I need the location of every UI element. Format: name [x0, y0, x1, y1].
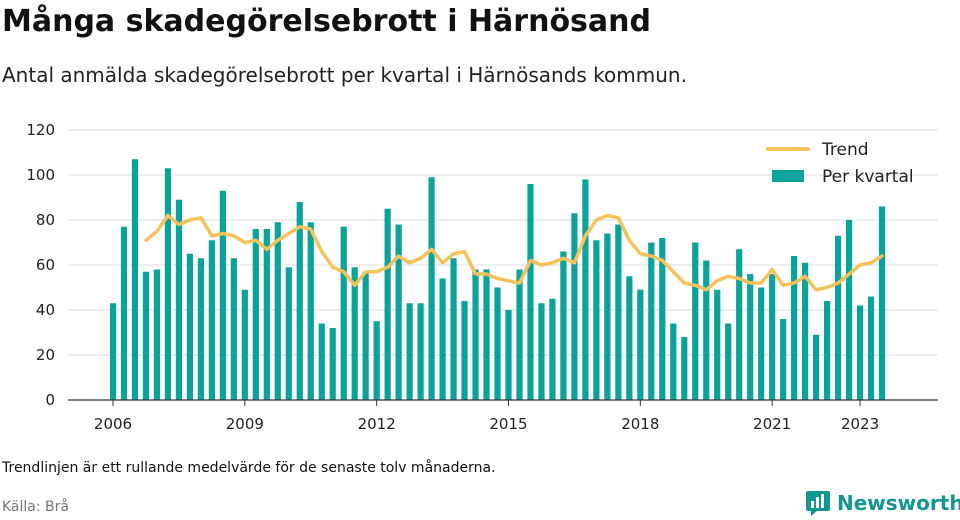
y-tick-label: 80 — [36, 211, 55, 229]
bar — [626, 276, 633, 400]
y-tick-label: 0 — [45, 391, 55, 409]
bar — [758, 287, 765, 400]
bar — [582, 179, 589, 400]
bar — [373, 321, 380, 400]
bar — [153, 269, 161, 400]
bar — [175, 199, 183, 400]
bar — [362, 271, 369, 400]
y-tick-label: 100 — [26, 166, 55, 184]
brand-name: Newsworthy — [837, 491, 960, 515]
x-tick-label: 2012 — [358, 415, 396, 433]
bar — [230, 258, 237, 400]
bar — [538, 303, 545, 400]
bar — [395, 224, 402, 400]
bar — [571, 213, 578, 400]
bar — [285, 267, 292, 400]
chart-title: Många skadegörelsebrott i Härnösand — [2, 4, 651, 39]
x-tick-label: 2021 — [753, 415, 791, 433]
bar — [791, 256, 798, 400]
bar — [747, 274, 754, 400]
legend-bar-label: Per kvartal — [822, 167, 914, 187]
bar — [406, 303, 413, 400]
bar — [593, 240, 600, 400]
bar — [439, 278, 446, 400]
bar — [296, 202, 303, 400]
bar — [384, 208, 391, 400]
bar — [340, 226, 347, 400]
bar — [878, 206, 886, 400]
bar — [615, 224, 622, 400]
bar — [670, 323, 677, 400]
bar — [428, 177, 435, 400]
chart-svg: 0 20 40 60 80 100 120 2006 2009 2012 2015 2018 2021 2… — [26, 121, 938, 433]
bar — [505, 310, 512, 400]
bar — [780, 319, 787, 400]
bar — [604, 233, 611, 400]
bar — [867, 296, 875, 400]
bar — [329, 328, 336, 400]
bar — [263, 229, 270, 400]
bar — [164, 168, 172, 400]
bar — [208, 240, 215, 400]
bar — [131, 159, 139, 400]
bar — [461, 301, 468, 400]
bar — [494, 287, 501, 400]
chart-subtitle: Antal anmälda skadegörelsebrott per kvar… — [2, 63, 687, 87]
bar — [351, 267, 358, 400]
bar — [659, 238, 666, 400]
bar — [823, 301, 831, 400]
bar — [252, 229, 259, 400]
x-tick-label: 2006 — [94, 415, 132, 433]
bar — [648, 242, 655, 400]
bar — [834, 235, 842, 400]
bar — [560, 251, 567, 400]
y-tick-label: 60 — [36, 256, 55, 274]
bar — [318, 323, 325, 400]
legend-bar-swatch — [772, 170, 804, 182]
bar — [219, 190, 226, 400]
bar — [736, 249, 743, 400]
bar — [703, 260, 710, 400]
bar — [637, 289, 644, 400]
bar — [197, 258, 204, 400]
x-tick-label: 2009 — [226, 415, 264, 433]
y-tick-label: 40 — [36, 301, 55, 319]
bar — [120, 226, 128, 400]
bar — [472, 269, 479, 400]
bar — [812, 334, 820, 400]
bar — [845, 220, 853, 400]
y-tick-label: 20 — [36, 346, 55, 364]
bar — [549, 298, 556, 400]
logo-icon — [806, 491, 830, 516]
bar — [307, 222, 314, 400]
bar — [109, 303, 117, 400]
bar — [241, 289, 248, 400]
x-tick-label: 2023 — [841, 415, 879, 433]
bar — [527, 184, 534, 400]
x-tick-label: 2015 — [489, 415, 527, 433]
legend-trend-label: Trend — [821, 140, 869, 160]
newsworthy-logo: Newsworthy — [805, 489, 960, 517]
y-tick-label: 120 — [26, 121, 55, 139]
bar — [856, 305, 864, 400]
bar — [802, 262, 809, 400]
bar — [714, 289, 721, 400]
x-tick-label: 2018 — [621, 415, 659, 433]
bar — [417, 303, 424, 400]
bar — [274, 222, 281, 400]
bar — [483, 269, 490, 400]
source-label: Källa: Brå — [2, 499, 69, 515]
bar — [516, 269, 523, 400]
bar — [450, 258, 457, 400]
bar — [142, 271, 150, 400]
bar — [186, 253, 194, 400]
bar — [725, 323, 732, 400]
footnote: Trendlinjen är ett rullande medelvärde f… — [2, 460, 496, 476]
trend-line — [144, 213, 884, 292]
bar — [692, 242, 699, 400]
bar — [769, 274, 776, 400]
bar — [681, 337, 688, 400]
